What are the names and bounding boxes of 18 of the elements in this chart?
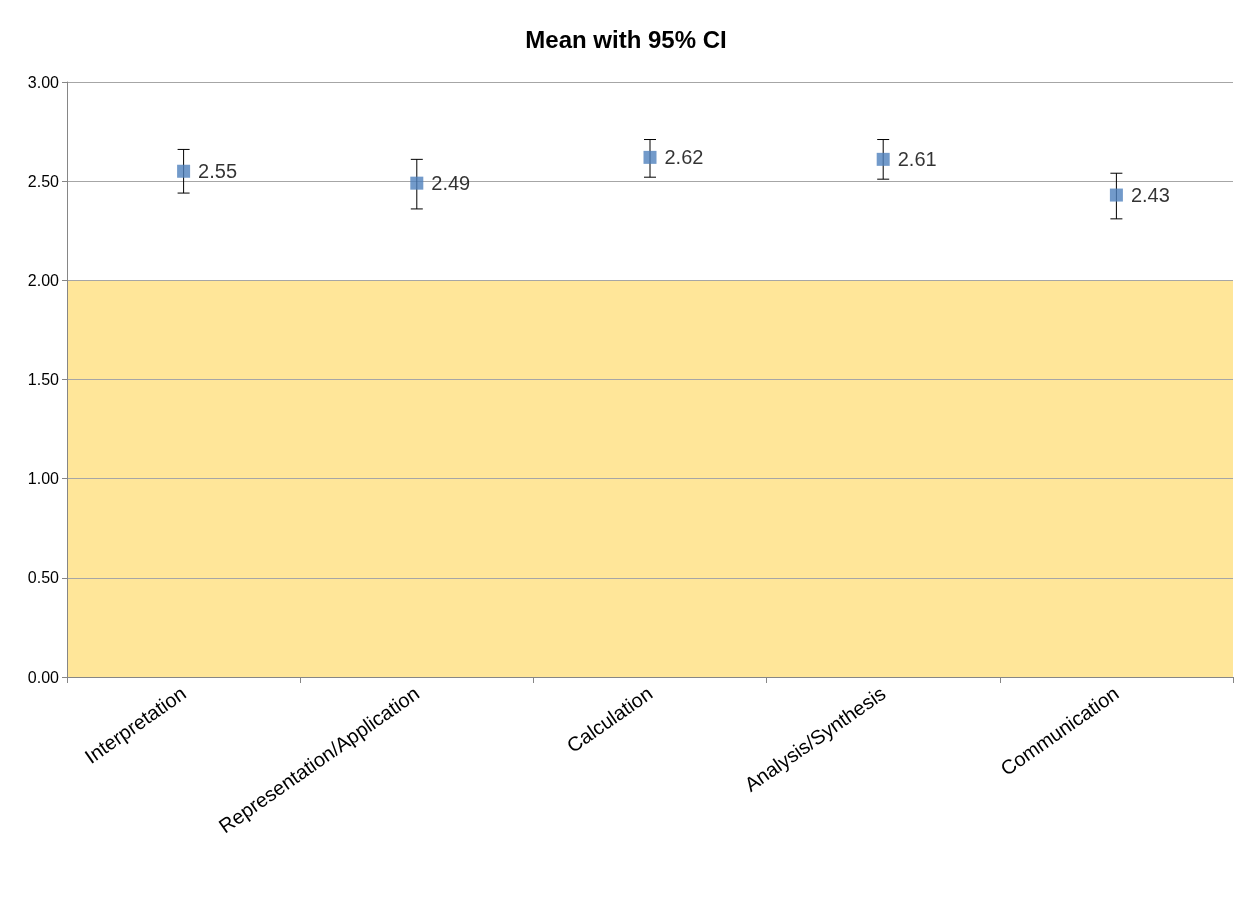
data-label: 2.49 — [431, 172, 471, 195]
y-tick-label: 0.50 — [27, 569, 60, 587]
data-label: 2.43 — [1130, 184, 1170, 207]
y-tick-label: 2.50 — [27, 172, 60, 190]
point — [1109, 188, 1123, 202]
y-tick-label: 2.00 — [27, 271, 60, 289]
chart-title: Mean with 95% CI — [525, 25, 727, 53]
point — [876, 152, 890, 166]
point — [410, 176, 424, 190]
y-tick-label: 1.00 — [27, 470, 60, 488]
data-label: 2.62 — [664, 146, 704, 169]
y-tick-label: 3.00 — [27, 73, 60, 91]
point — [643, 150, 657, 164]
y-tick-label: 1.50 — [27, 371, 60, 388]
data-label: 2.61 — [897, 148, 937, 171]
point — [177, 164, 191, 178]
data-label: 2.55 — [198, 160, 238, 183]
y-tick-label: 0.00 — [27, 668, 60, 686]
